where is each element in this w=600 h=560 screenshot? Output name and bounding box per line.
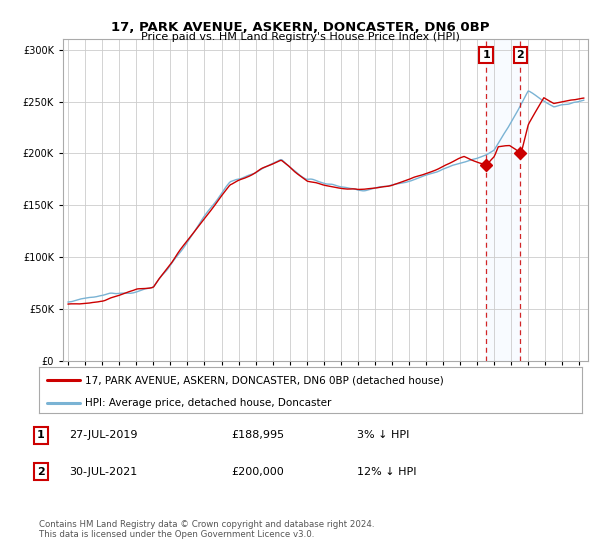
Text: 17, PARK AVENUE, ASKERN, DONCASTER, DN6 0BP: 17, PARK AVENUE, ASKERN, DONCASTER, DN6 …	[111, 21, 489, 34]
Text: 2: 2	[517, 50, 524, 60]
Text: 30-JUL-2021: 30-JUL-2021	[69, 467, 137, 477]
Text: £200,000: £200,000	[231, 467, 284, 477]
Text: 3% ↓ HPI: 3% ↓ HPI	[357, 431, 409, 440]
Text: 12% ↓ HPI: 12% ↓ HPI	[357, 467, 416, 477]
Text: Price paid vs. HM Land Registry's House Price Index (HPI): Price paid vs. HM Land Registry's House …	[140, 32, 460, 43]
Bar	[487, 39, 520, 361]
Text: 1: 1	[482, 50, 490, 60]
Text: 1: 1	[37, 431, 44, 440]
Text: 2: 2	[37, 467, 44, 477]
Text: Contains HM Land Registry data © Crown copyright and database right 2024.
This d: Contains HM Land Registry data © Crown c…	[39, 520, 374, 539]
Text: £188,995: £188,995	[231, 431, 284, 440]
Text: 27-JUL-2019: 27-JUL-2019	[69, 431, 137, 440]
Text: HPI: Average price, detached house, Doncaster: HPI: Average price, detached house, Donc…	[85, 398, 332, 408]
Text: 17, PARK AVENUE, ASKERN, DONCASTER, DN6 0BP (detached house): 17, PARK AVENUE, ASKERN, DONCASTER, DN6 …	[85, 375, 444, 385]
